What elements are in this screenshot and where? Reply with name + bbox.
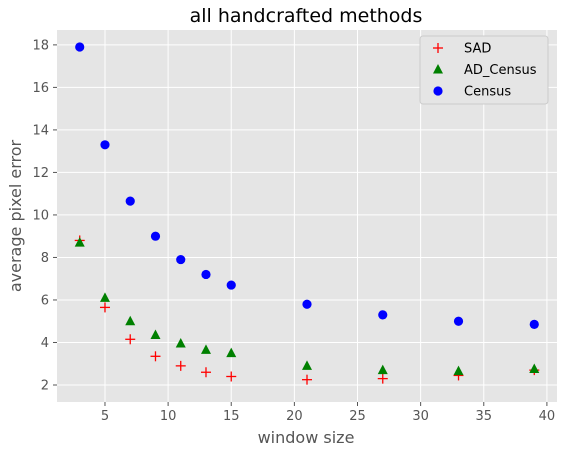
- ad-census-point: [74, 237, 85, 247]
- ad-census-point: [377, 364, 388, 375]
- y-tick-label: 2: [41, 378, 49, 393]
- ad-census-point: [99, 292, 110, 302]
- sad-point: [99, 302, 110, 313]
- y-tick-label: 4: [41, 336, 49, 351]
- legend: SAD AD_Census Census: [419, 35, 549, 105]
- sad-point: [175, 360, 186, 371]
- chart-title: all handcrafted methods: [190, 5, 423, 27]
- census-point: [176, 254, 186, 265]
- sad-point: [377, 373, 388, 384]
- ad-census-point: [529, 363, 540, 374]
- x-tick-labels: 5 10 15 20 25 30 35 40: [101, 402, 555, 424]
- y-tick-label: 6: [41, 293, 49, 308]
- sad-point: [125, 334, 136, 345]
- y-tick-label: 14: [32, 123, 49, 138]
- census-point: [201, 269, 211, 280]
- legend-marker-ad-census: [433, 64, 443, 74]
- legend-box: [419, 35, 549, 105]
- legend-marker-sad: [433, 43, 443, 53]
- census-point: [125, 196, 135, 206]
- legend-label-ad-census: AD_Census: [464, 63, 537, 78]
- census-point: [226, 280, 236, 290]
- x-tick-label: 25: [349, 409, 366, 424]
- y-axis-label: average pixel error: [6, 139, 25, 292]
- ad-census-point: [175, 338, 186, 348]
- sad-point: [150, 351, 161, 362]
- ad-census-point: [150, 329, 161, 340]
- sad-point: [200, 367, 211, 378]
- y-tick-label: 12: [32, 166, 49, 181]
- x-tick-label: 30: [412, 409, 429, 424]
- sad-point: [226, 371, 237, 382]
- ad-census-point: [125, 315, 136, 326]
- y-tick-label: 10: [32, 208, 49, 223]
- ad-census-point: [226, 347, 237, 358]
- y-tick-label: 8: [41, 251, 49, 266]
- census-point: [75, 42, 85, 52]
- census-point: [529, 319, 539, 330]
- ad-census-point: [302, 360, 312, 370]
- census-point: [150, 231, 161, 241]
- x-tick-label: 15: [223, 409, 240, 424]
- x-tick-label: 35: [475, 409, 492, 424]
- ad-census-point: [453, 365, 464, 376]
- series-ad-census: [74, 237, 540, 376]
- y-tick-label: 18: [32, 38, 49, 53]
- data-points: [74, 42, 540, 385]
- legend-marker-census: [433, 86, 443, 96]
- legend-label-census: Census: [464, 85, 511, 100]
- legend-label-sad: SAD: [464, 42, 491, 57]
- sad-point: [302, 374, 312, 385]
- census-point: [378, 310, 388, 320]
- y-tick-label: 16: [32, 81, 49, 96]
- x-tick-label: 40: [539, 409, 556, 424]
- y-tick-labels: 2 4 6 8 10 12 14 16 18: [32, 38, 57, 393]
- x-tick-label: 5: [101, 409, 109, 424]
- x-tick-label: 20: [286, 409, 303, 424]
- x-tick-label: 10: [160, 409, 177, 424]
- x-axis-label: window size: [258, 428, 355, 447]
- ad-census-point: [200, 344, 211, 354]
- series-census: [75, 42, 539, 330]
- census-point: [302, 299, 312, 309]
- census-point: [453, 316, 464, 326]
- census-point: [100, 140, 110, 150]
